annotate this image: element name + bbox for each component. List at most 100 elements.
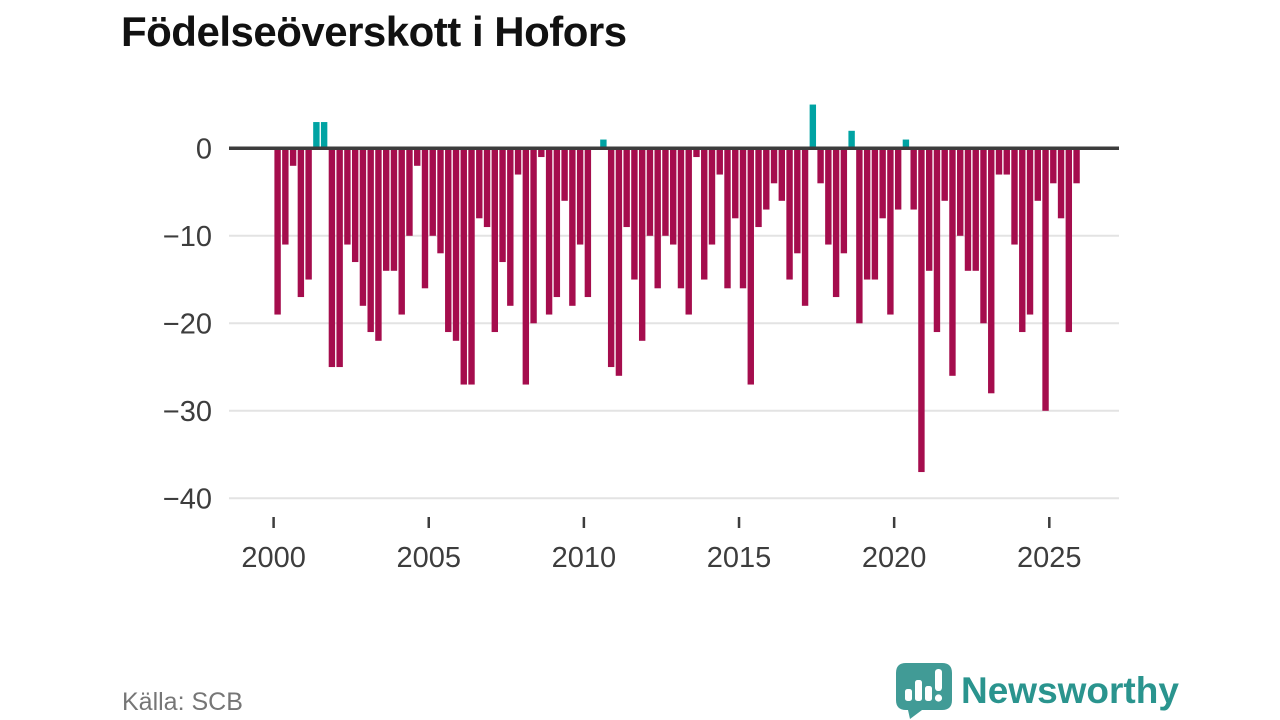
- bar-2002Q1: [336, 148, 343, 368]
- bar-2002Q3: [351, 148, 359, 263]
- bar-2013Q1: [677, 148, 685, 289]
- bar-2008Q2: [530, 148, 537, 324]
- bar-2018Q1: [832, 148, 840, 298]
- newsworthy-logo: Newsworthy: [895, 661, 1179, 720]
- bar-2016Q3: [786, 148, 793, 280]
- bar-2000Q4: [297, 148, 305, 298]
- bar-2021Q4: [949, 148, 956, 376]
- bar-2004Q1: [398, 148, 405, 315]
- bar-2019Q2: [871, 148, 879, 280]
- bar-2008Q4: [545, 148, 553, 315]
- bar-2015Q4: [763, 148, 770, 210]
- bar-2016Q4: [794, 148, 801, 254]
- y-axis-label-−30: −30: [163, 396, 212, 428]
- bar-2024Q3: [1034, 148, 1041, 201]
- bar-2001Q3: [320, 122, 328, 149]
- bar-2009Q4: [576, 148, 584, 245]
- bar-2021Q1: [925, 148, 933, 271]
- x-axis-label-2020: 2020: [862, 542, 927, 574]
- bar-2002Q4: [359, 148, 367, 306]
- bar-2004Q2: [406, 148, 413, 236]
- bar-2016Q2: [778, 148, 786, 201]
- bar-2020Q2: [902, 139, 910, 149]
- logo-exclamation-stem: [935, 669, 942, 691]
- bar-2014Q3: [724, 148, 731, 289]
- logo-bar-1: [905, 689, 912, 701]
- bar-2007Q2: [499, 148, 506, 263]
- bar-2018Q4: [856, 148, 863, 324]
- bar-2017Q4: [825, 148, 832, 245]
- bar-2025Q4: [1073, 148, 1080, 184]
- bar-2017Q1: [801, 148, 809, 306]
- x-axis-label-2025: 2025: [1017, 542, 1082, 574]
- x-axis-label-2005: 2005: [396, 542, 461, 574]
- bar-2013Q3: [693, 148, 700, 158]
- bar-2014Q4: [732, 148, 739, 219]
- bar-2019Q1: [863, 148, 871, 280]
- bar-2024Q2: [1026, 148, 1034, 315]
- source-note: Källa: SCB: [122, 688, 243, 716]
- bar-2015Q1: [739, 148, 747, 289]
- bar-2014Q2: [716, 148, 723, 175]
- bar-2011Q1: [615, 148, 623, 376]
- bar-2022Q3: [972, 148, 979, 271]
- bar-2002Q2: [344, 148, 351, 245]
- bar-2020Q4: [918, 148, 925, 473]
- bar-2006Q4: [483, 148, 491, 228]
- bar-2022Q1: [957, 148, 964, 236]
- bar-2010Q3: [600, 139, 607, 149]
- bar-2000Q2: [282, 148, 289, 245]
- chart-title: Födelseöverskott i Hofors: [121, 8, 627, 55]
- bar-2014Q1: [708, 148, 716, 245]
- bar-2011Q4: [638, 148, 646, 341]
- bar-2012Q1: [646, 148, 654, 236]
- bar-2025Q2: [1057, 148, 1065, 219]
- bar-2003Q1: [367, 148, 374, 333]
- bar-2025Q3: [1065, 148, 1073, 333]
- bar-2005Q3: [445, 148, 452, 333]
- x-axis-label-2015: 2015: [707, 542, 772, 574]
- y-axis-label-−40: −40: [163, 483, 212, 515]
- bar-2008Q3: [538, 148, 545, 158]
- bar-2010Q1: [584, 148, 592, 298]
- bar-2011Q3: [631, 148, 638, 280]
- bar-2004Q4: [421, 148, 429, 289]
- y-axis-label-0: 0: [196, 133, 212, 165]
- bar-2004Q3: [414, 148, 421, 166]
- newsworthy-wordmark: Newsworthy: [961, 670, 1179, 711]
- bar-2016Q1: [770, 148, 778, 184]
- x-axis-label-2000: 2000: [241, 542, 306, 574]
- logo-bar-3: [925, 686, 932, 701]
- bar-2012Q2: [654, 148, 661, 289]
- bar-2022Q2: [964, 148, 972, 271]
- bar-2012Q3: [662, 148, 669, 236]
- bar-2023Q3: [1003, 148, 1010, 175]
- bar-2019Q4: [887, 148, 894, 315]
- bar-2020Q3: [910, 148, 917, 210]
- bar-2007Q3: [507, 148, 514, 306]
- bar-2009Q2: [561, 148, 568, 201]
- logo-bar-2: [915, 680, 922, 701]
- bar-2012Q4: [670, 148, 677, 245]
- y-axis-label-−10: −10: [163, 221, 212, 253]
- bar-2020Q1: [894, 148, 902, 210]
- bar-2003Q3: [382, 148, 390, 271]
- bar-2006Q1: [460, 148, 467, 385]
- bar-2003Q4: [390, 148, 398, 271]
- bar-2022Q4: [980, 148, 987, 324]
- bar-2010Q4: [607, 148, 615, 368]
- bar-2000Q1: [274, 148, 281, 315]
- bar-2006Q3: [476, 148, 483, 219]
- bar-2011Q2: [623, 148, 630, 228]
- bar-2005Q2: [437, 148, 444, 254]
- bar-2018Q2: [840, 148, 848, 254]
- bar-2007Q1: [491, 148, 498, 333]
- bar-2009Q3: [569, 148, 576, 306]
- bar-2001Q2: [313, 122, 320, 149]
- bar-2017Q2: [809, 104, 817, 149]
- bar-2005Q1: [429, 148, 436, 236]
- bar-2021Q3: [941, 148, 948, 201]
- bar-2021Q2: [933, 148, 941, 333]
- bar-2023Q2: [995, 148, 1003, 175]
